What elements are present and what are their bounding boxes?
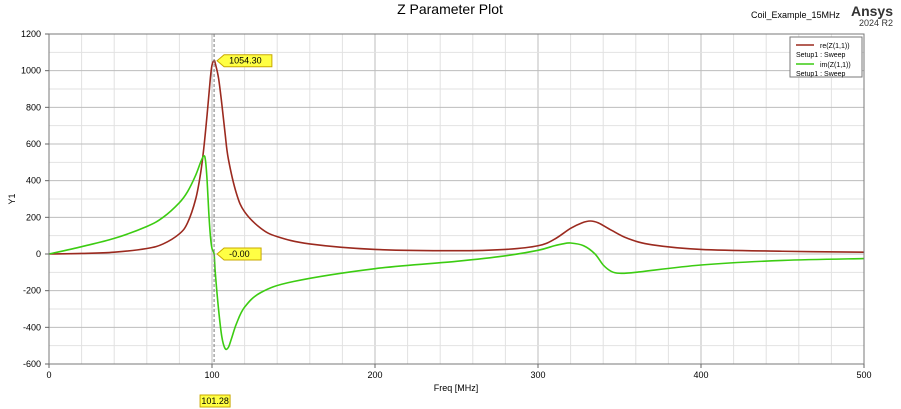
y-tick-label: 1000 [21, 66, 41, 76]
x-tick-label: 200 [367, 370, 382, 380]
x-tick-label: 500 [856, 370, 871, 380]
x-tick-label: 0 [46, 370, 51, 380]
x-tick-label: 100 [204, 370, 219, 380]
y-tick-label: 0 [36, 249, 41, 259]
marker-label[interactable]: -0.00 [229, 249, 250, 259]
cursor-label-box[interactable] [199, 394, 231, 408]
brand-logo: Ansys [851, 3, 893, 19]
legend-series-name: im(Z(1,1)) [820, 62, 851, 69]
marker-group[interactable]: 1054.30 -0.00 [216, 54, 273, 261]
cursor-label[interactable]: 101.28 [201, 396, 229, 406]
tick-labels: 0 100 200 300 400 500 -600 -400 -200 0 200 400 600 80… [21, 29, 872, 380]
marker-flag[interactable] [216, 54, 273, 68]
series-line-real [48, 59, 865, 255]
y-tick-label: 1200 [21, 29, 41, 39]
design-name: Coil_Example_15MHz [751, 10, 841, 20]
y-axis-label: Y1 [7, 193, 17, 204]
x-axis-label: Freq [MHz] [434, 383, 479, 393]
grid [48, 33, 865, 365]
y-tick-label: 800 [26, 102, 41, 112]
y-tick-label: -400 [23, 322, 41, 332]
x-tick-label: 300 [530, 370, 545, 380]
marker-flag[interactable] [216, 247, 262, 261]
y-tick-label: 600 [26, 139, 41, 149]
y-tick-label: 400 [26, 176, 41, 186]
legend[interactable]: re(Z(1,1)) Setup1 : Sweep im(Z(1,1)) Setup1… [789, 36, 863, 78]
series-line-imag [48, 155, 865, 351]
x-tick-label: 400 [693, 370, 708, 380]
y-tick-label: -200 [23, 286, 41, 296]
legend-series-name: re(Z(1,1)) [820, 43, 850, 50]
chart-title: Z Parameter Plot [397, 1, 503, 17]
plot-frame [48, 33, 865, 365]
series-group [48, 59, 865, 351]
axes [45, 33, 865, 368]
legend-series-setup: Setup1 : Sweep [796, 71, 846, 78]
frequency-cursor[interactable]: 101.28 [199, 34, 231, 408]
marker-label[interactable]: 1054.30 [229, 56, 262, 66]
legend-series-setup: Setup1 : Sweep [796, 52, 846, 59]
legend-box[interactable] [789, 36, 863, 78]
version-label: 2024 R2 [859, 18, 893, 28]
y-tick-label: 200 [26, 212, 41, 222]
y-tick-label: -600 [23, 359, 41, 369]
